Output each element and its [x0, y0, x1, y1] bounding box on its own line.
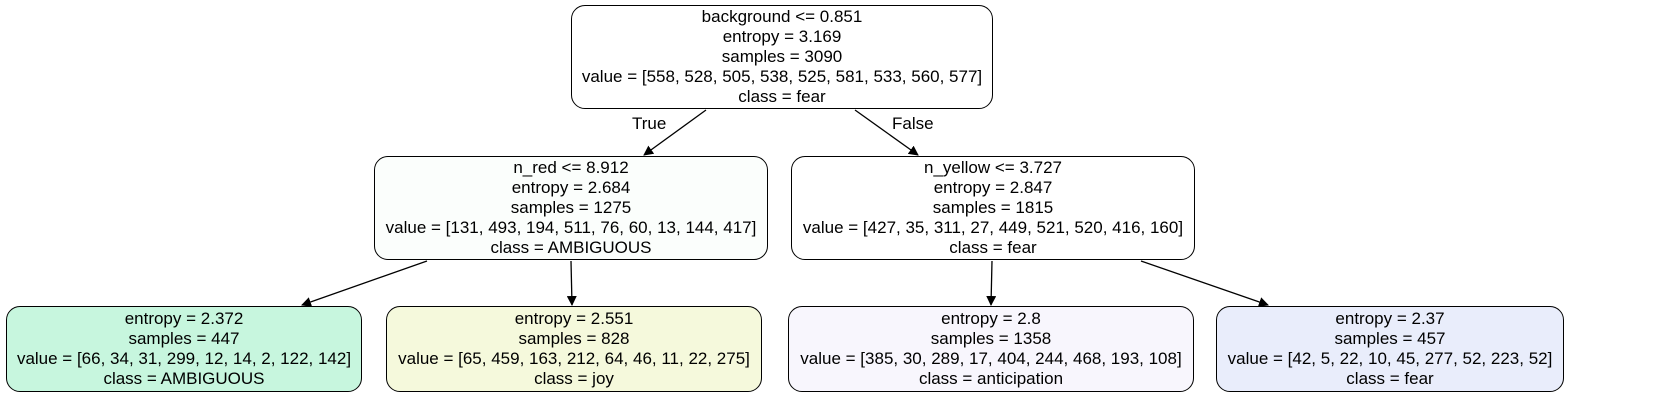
node-entropy: entropy = 2.551 — [514, 309, 634, 328]
node-samples: samples = 1815 — [932, 198, 1054, 217]
edge-root-left — [643, 109, 707, 156]
node-class: class = AMBIGUOUS — [490, 238, 652, 257]
node-root: background <= 0.851 entropy = 3.169 samp… — [571, 5, 993, 109]
node-entropy: entropy = 2.37 — [1335, 309, 1445, 328]
node-class: class = joy — [534, 369, 614, 388]
node-samples: samples = 457 — [1334, 329, 1446, 348]
node-samples: samples = 1275 — [510, 198, 632, 217]
edge-right-leaf3 — [986, 260, 997, 306]
node-leaf-4: entropy = 2.37 samples = 457 value = [42… — [1216, 306, 1564, 392]
node-class: class = anticipation — [918, 369, 1064, 388]
node-class: class = AMBIGUOUS — [103, 369, 265, 388]
edge-right-leaf4 — [1140, 260, 1269, 307]
edge-label-true: True — [632, 114, 667, 133]
node-leaf-2: entropy = 2.551 samples = 828 value = [6… — [386, 306, 762, 392]
node-leaf-1: entropy = 2.372 samples = 447 value = [6… — [6, 306, 362, 392]
edge-root-right — [854, 109, 919, 156]
node-split: n_yellow <= 3.727 — [924, 158, 1062, 177]
node-value: value = [385, 30, 289, 17, 404, 244, 468… — [800, 349, 1182, 368]
node-class: class = fear — [1346, 369, 1434, 388]
node-samples: samples = 1358 — [930, 329, 1052, 348]
node-class: class = fear — [738, 87, 826, 106]
node-value: value = [131, 493, 194, 511, 76, 60, 13,… — [385, 218, 757, 237]
node-right: n_yellow <= 3.727 entropy = 2.847 sample… — [791, 156, 1195, 260]
node-value: value = [558, 528, 505, 538, 525, 581, 5… — [581, 67, 983, 86]
node-samples: samples = 828 — [518, 329, 630, 348]
node-split: n_red <= 8.912 — [513, 158, 629, 177]
node-entropy: entropy = 2.684 — [511, 178, 631, 197]
node-entropy: entropy = 2.847 — [933, 178, 1053, 197]
node-leaf-3: entropy = 2.8 samples = 1358 value = [38… — [788, 306, 1194, 392]
node-entropy: entropy = 2.372 — [124, 309, 244, 328]
node-value: value = [66, 34, 31, 299, 12, 14, 2, 122… — [16, 349, 352, 368]
node-value: value = [427, 35, 311, 27, 449, 521, 520… — [802, 218, 1184, 237]
node-class: class = fear — [949, 238, 1037, 257]
node-samples: samples = 447 — [128, 329, 240, 348]
node-entropy: entropy = 2.8 — [941, 309, 1041, 328]
node-samples: samples = 3090 — [721, 47, 843, 66]
edge-left-leaf2 — [566, 260, 577, 306]
node-entropy: entropy = 3.169 — [722, 27, 842, 46]
edge-left-leaf1 — [301, 260, 428, 307]
node-left: n_red <= 8.912 entropy = 2.684 samples =… — [374, 156, 768, 260]
node-value: value = [42, 5, 22, 10, 45, 277, 52, 223… — [1227, 349, 1553, 368]
edge-label-false: False — [892, 114, 934, 133]
node-split: background <= 0.851 — [701, 7, 863, 26]
node-value: value = [65, 459, 163, 212, 64, 46, 11, … — [398, 349, 750, 368]
